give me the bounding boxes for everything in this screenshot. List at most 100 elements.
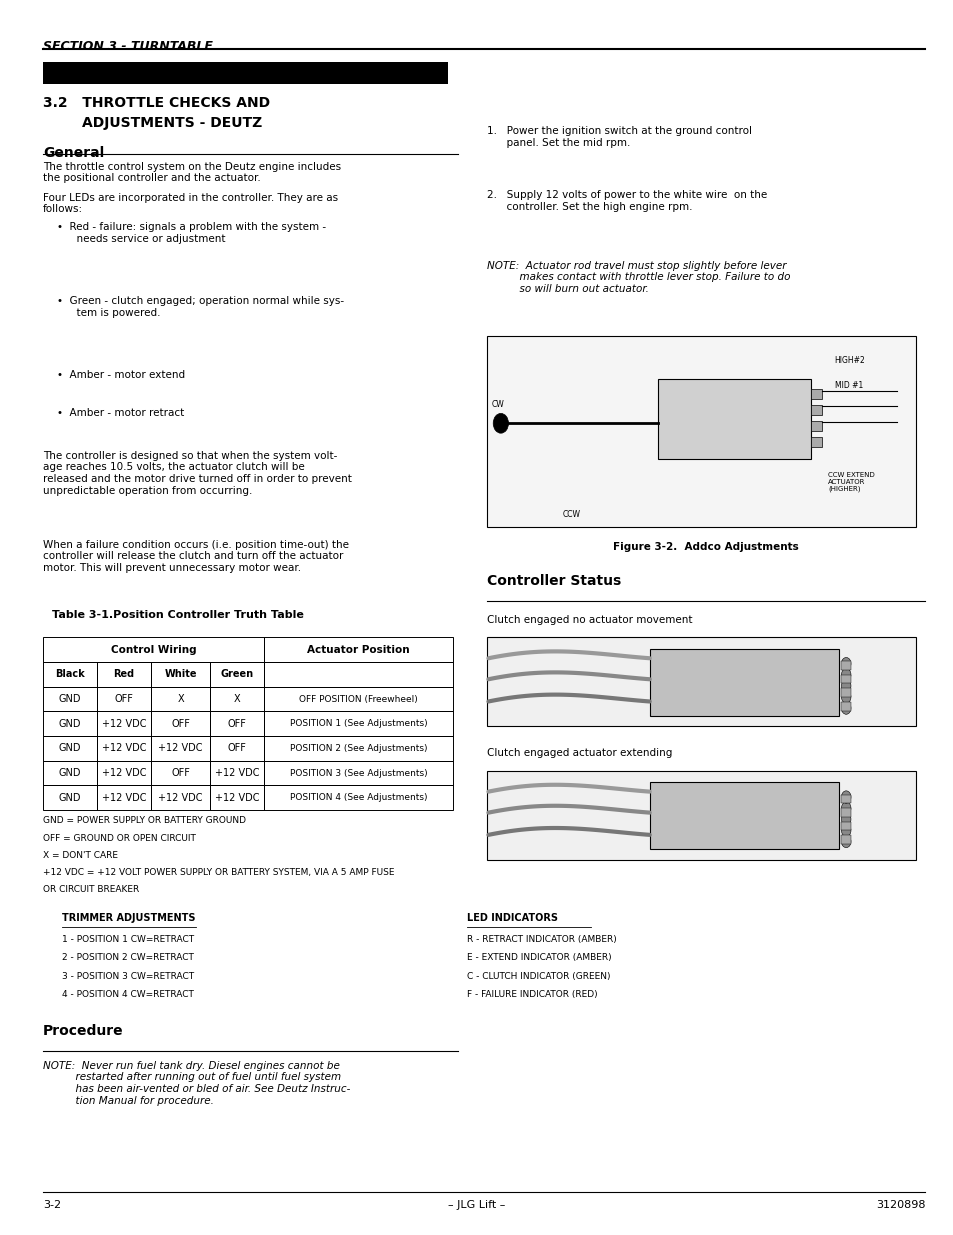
- Circle shape: [841, 813, 850, 825]
- Text: OFF: OFF: [228, 743, 247, 753]
- Bar: [486, 637, 915, 726]
- Text: Procedure: Procedure: [43, 1024, 124, 1037]
- Text: +12 VDC: +12 VDC: [102, 719, 146, 729]
- Bar: [151, 761, 210, 785]
- Circle shape: [841, 701, 850, 714]
- Bar: [151, 662, 210, 687]
- Bar: [841, 674, 850, 683]
- Text: POSITION 4 (See Adjustments): POSITION 4 (See Adjustments): [290, 793, 427, 803]
- Text: NOTE:  Never run fuel tank dry. Diesel engines cannot be
          restarted aft: NOTE: Never run fuel tank dry. Diesel en…: [43, 1061, 350, 1105]
- Bar: [841, 661, 850, 669]
- Text: OFF POSITION (Freewheel): OFF POSITION (Freewheel): [299, 694, 417, 704]
- Text: 3.2   THROTTLE CHECKS AND
        ADJUSTMENTS - DEUTZ: 3.2 THROTTLE CHECKS AND ADJUSTMENTS - DE…: [43, 96, 270, 130]
- Bar: [841, 821, 850, 830]
- Bar: [97, 662, 151, 687]
- Text: 2.   Supply 12 volts of power to the white wire  on the
      controller. Set th: 2. Supply 12 volts of power to the white…: [486, 190, 766, 211]
- Bar: [151, 687, 210, 711]
- Text: OFF: OFF: [171, 768, 190, 778]
- Text: +12 VDC = +12 VOLT POWER SUPPLY OR BATTERY SYSTEM, VIA A 5 AMP FUSE: +12 VDC = +12 VOLT POWER SUPPLY OR BATTE…: [43, 868, 394, 877]
- Bar: [264, 785, 453, 810]
- Text: +12 VDC: +12 VDC: [214, 768, 259, 778]
- Bar: [97, 736, 151, 761]
- Text: – JLG Lift –: – JLG Lift –: [448, 1200, 505, 1210]
- Text: GND = POWER SUPPLY OR BATTERY GROUND: GND = POWER SUPPLY OR BATTERY GROUND: [43, 816, 246, 825]
- Text: POSITION 3 (See Adjustments): POSITION 3 (See Adjustments): [290, 768, 427, 778]
- Bar: [43, 662, 97, 687]
- Text: GND: GND: [58, 694, 81, 704]
- Bar: [810, 437, 821, 447]
- Bar: [43, 761, 97, 785]
- Text: MID #1: MID #1: [834, 380, 862, 390]
- Circle shape: [841, 679, 850, 692]
- Text: •  Red - failure: signals a problem with the system -
      needs service or adj: • Red - failure: signals a problem with …: [57, 222, 326, 243]
- Bar: [841, 701, 850, 710]
- Text: Control Wiring: Control Wiring: [111, 645, 196, 655]
- Text: The controller is designed so that when the system volt-
age reaches 10.5 volts,: The controller is designed so that when …: [43, 451, 352, 495]
- Text: +12 VDC: +12 VDC: [102, 768, 146, 778]
- Bar: [486, 771, 915, 860]
- Bar: [649, 648, 838, 715]
- Bar: [43, 785, 97, 810]
- Text: Clutch engaged no actuator movement: Clutch engaged no actuator movement: [486, 615, 691, 625]
- Text: OR CIRCUIT BREAKER: OR CIRCUIT BREAKER: [43, 885, 139, 894]
- Circle shape: [841, 802, 850, 814]
- Text: General: General: [43, 146, 104, 159]
- Text: OFF: OFF: [228, 719, 247, 729]
- Bar: [810, 389, 821, 399]
- Circle shape: [493, 414, 508, 433]
- Bar: [43, 736, 97, 761]
- Circle shape: [841, 657, 850, 669]
- Text: +12 VDC: +12 VDC: [214, 793, 259, 803]
- Text: HIGH#2: HIGH#2: [834, 356, 864, 366]
- Circle shape: [841, 690, 850, 703]
- Text: POSITION 1 (See Adjustments): POSITION 1 (See Adjustments): [290, 719, 427, 729]
- Bar: [210, 711, 264, 736]
- Text: OFF: OFF: [114, 694, 133, 704]
- Bar: [43, 637, 264, 662]
- Bar: [210, 687, 264, 711]
- Bar: [210, 761, 264, 785]
- Text: Black: Black: [55, 669, 85, 679]
- Text: F - FAILURE INDICATOR (RED): F - FAILURE INDICATOR (RED): [467, 990, 598, 999]
- Bar: [810, 421, 821, 431]
- Text: Red: Red: [113, 669, 134, 679]
- Bar: [43, 711, 97, 736]
- Bar: [151, 711, 210, 736]
- Text: CCW: CCW: [562, 510, 580, 520]
- Text: POSITION 2 (See Adjustments): POSITION 2 (See Adjustments): [290, 743, 427, 753]
- Bar: [264, 761, 453, 785]
- Text: OFF: OFF: [171, 719, 190, 729]
- Text: 1.   Power the ignition switch at the ground control
      panel. Set the mid rp: 1. Power the ignition switch at the grou…: [486, 126, 751, 147]
- Circle shape: [841, 835, 850, 847]
- Text: 3 - POSITION 3 CW=RETRACT: 3 - POSITION 3 CW=RETRACT: [62, 972, 193, 981]
- Bar: [210, 736, 264, 761]
- Text: +12 VDC: +12 VDC: [158, 743, 203, 753]
- Bar: [486, 336, 915, 527]
- Text: The throttle control system on the Deutz engine includes
the positional controll: The throttle control system on the Deutz…: [43, 162, 341, 183]
- Text: •  Green - clutch engaged; operation normal while sys-
      tem is powered.: • Green - clutch engaged; operation norm…: [57, 296, 344, 317]
- Bar: [97, 687, 151, 711]
- Bar: [841, 794, 850, 803]
- Circle shape: [841, 668, 850, 680]
- Text: 1 - POSITION 1 CW=RETRACT: 1 - POSITION 1 CW=RETRACT: [62, 935, 193, 944]
- Bar: [43, 687, 97, 711]
- Circle shape: [841, 790, 850, 803]
- Text: Figure 3-2.  Addco Adjustments: Figure 3-2. Addco Adjustments: [613, 542, 798, 552]
- Bar: [210, 662, 264, 687]
- Text: Clutch engaged actuator extending: Clutch engaged actuator extending: [486, 748, 671, 758]
- Bar: [649, 782, 838, 848]
- Bar: [151, 736, 210, 761]
- Text: X: X: [233, 694, 240, 704]
- Bar: [810, 405, 821, 415]
- Bar: [210, 785, 264, 810]
- Bar: [264, 687, 453, 711]
- Text: 3-2: 3-2: [43, 1200, 61, 1210]
- Text: CCW EXTEND
ACTUATOR
(HIGHER): CCW EXTEND ACTUATOR (HIGHER): [827, 472, 874, 493]
- Text: R - RETRACT INDICATOR (AMBER): R - RETRACT INDICATOR (AMBER): [467, 935, 617, 944]
- Bar: [841, 688, 850, 697]
- Text: +12 VDC: +12 VDC: [102, 743, 146, 753]
- Bar: [264, 662, 453, 687]
- Bar: [658, 379, 810, 459]
- Text: E - EXTEND INDICATOR (AMBER): E - EXTEND INDICATOR (AMBER): [467, 953, 612, 962]
- Text: When a failure condition occurs (i.e. position time-out) the
controller will rel: When a failure condition occurs (i.e. po…: [43, 540, 349, 573]
